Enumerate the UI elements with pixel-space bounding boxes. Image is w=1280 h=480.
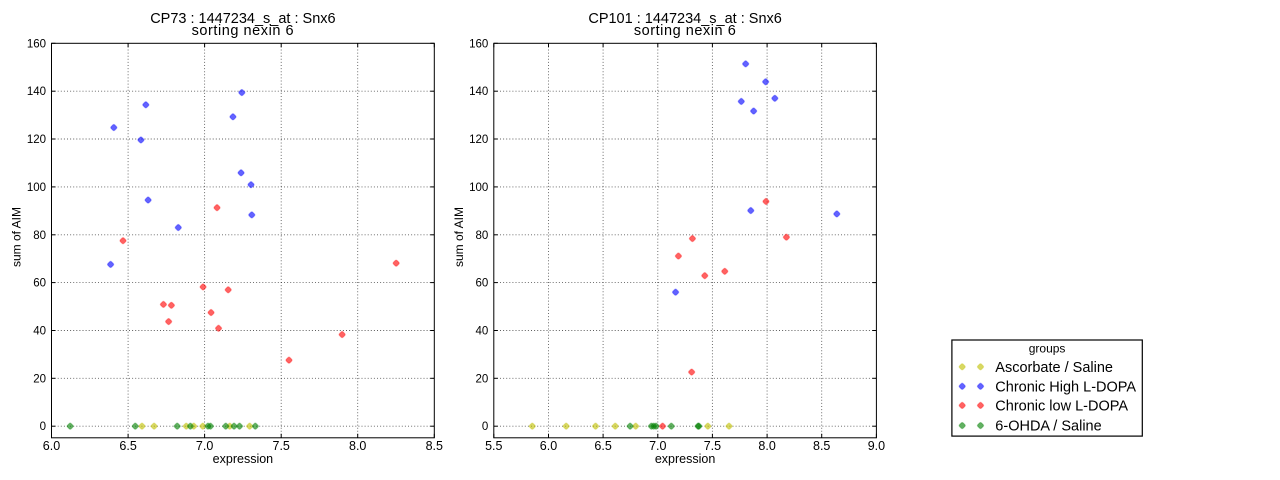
svg-text:6.5: 6.5 (119, 439, 136, 453)
svg-text:CP73 : 1447234_s_at : Snx6: CP73 : 1447234_s_at : Snx6 (150, 11, 335, 27)
svg-text:6-OHDA / Saline: 6-OHDA / Saline (995, 419, 1101, 435)
svg-text:100: 100 (469, 182, 488, 194)
svg-text:CP101 : 1447234_s_at : Snx6: CP101 : 1447234_s_at : Snx6 (588, 11, 781, 27)
svg-text:8.5: 8.5 (813, 439, 830, 453)
svg-text:sorting nexin 6: sorting nexin 6 (192, 23, 295, 39)
svg-text:40: 40 (33, 326, 46, 338)
svg-text:7.5: 7.5 (273, 439, 290, 453)
svg-text:160: 160 (27, 38, 46, 50)
svg-text:6.0: 6.0 (540, 439, 557, 453)
svg-text:20: 20 (476, 373, 489, 385)
svg-text:8.0: 8.0 (349, 439, 366, 453)
svg-text:140: 140 (469, 86, 488, 98)
svg-text:6.0: 6.0 (43, 439, 60, 453)
svg-text:20: 20 (33, 373, 46, 385)
svg-text:140: 140 (27, 86, 46, 98)
svg-text:120: 120 (27, 134, 46, 146)
svg-text:120: 120 (469, 134, 488, 146)
svg-text:sum of AIM: sum of AIM (10, 207, 24, 267)
svg-text:40: 40 (476, 326, 489, 338)
svg-text:80: 80 (476, 230, 489, 242)
svg-text:0: 0 (482, 421, 488, 433)
svg-text:expression: expression (213, 452, 273, 466)
svg-text:sum of AIM: sum of AIM (452, 207, 466, 267)
svg-text:80: 80 (33, 230, 46, 242)
svg-text:6.5: 6.5 (594, 439, 611, 453)
svg-text:Ascorbate / Saline: Ascorbate / Saline (995, 360, 1113, 376)
svg-text:7.0: 7.0 (196, 439, 213, 453)
svg-text:sorting nexin 6: sorting nexin 6 (634, 23, 737, 39)
svg-text:expression: expression (655, 452, 715, 466)
svg-text:8.0: 8.0 (758, 439, 775, 453)
svg-text:5.5: 5.5 (485, 439, 502, 453)
svg-text:60: 60 (476, 278, 489, 290)
svg-text:7.5: 7.5 (704, 439, 721, 453)
svg-text:160: 160 (469, 38, 488, 50)
svg-text:8.5: 8.5 (426, 439, 443, 453)
svg-text:0: 0 (40, 421, 46, 433)
svg-text:groups: groups (1029, 342, 1066, 356)
svg-text:Chronic low L-DOPA: Chronic low L-DOPA (995, 398, 1128, 414)
svg-text:Chronic High L-DOPA: Chronic High L-DOPA (995, 379, 1136, 395)
svg-text:9.0: 9.0 (868, 439, 885, 453)
svg-text:60: 60 (33, 278, 46, 290)
svg-text:7.0: 7.0 (649, 439, 666, 453)
svg-text:100: 100 (27, 182, 46, 194)
